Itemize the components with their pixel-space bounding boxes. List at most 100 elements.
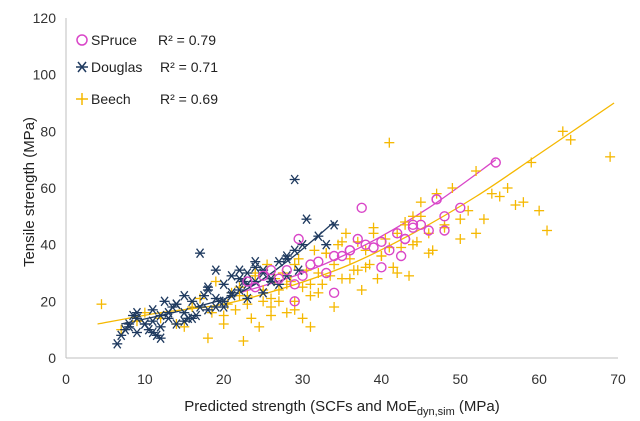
douglas-point xyxy=(218,296,229,307)
beech-point xyxy=(392,268,403,278)
douglas-point xyxy=(234,265,245,276)
spruce-point xyxy=(281,264,292,276)
douglas-point xyxy=(195,302,206,312)
beech-point xyxy=(557,126,568,137)
trendlines xyxy=(97,102,615,325)
douglas-point xyxy=(187,313,198,324)
beech-point xyxy=(242,299,253,310)
beech-point xyxy=(407,239,418,250)
douglas-point xyxy=(171,299,182,310)
douglas-point xyxy=(242,293,253,304)
douglas-point xyxy=(139,319,150,329)
beech-point xyxy=(542,225,553,236)
douglas-point xyxy=(131,307,142,318)
spruce-point xyxy=(395,250,407,262)
spruce-point xyxy=(384,245,395,256)
spruce-point xyxy=(289,279,300,290)
beech-point xyxy=(210,276,221,287)
douglas-point xyxy=(301,214,312,225)
beech-point xyxy=(384,137,395,148)
beech-point xyxy=(281,307,292,318)
y-tick-label: 120 xyxy=(33,10,57,26)
y-axis-title: Tensile strength (MPa) xyxy=(21,117,38,267)
douglas-point xyxy=(226,287,237,298)
spruce-point xyxy=(289,296,300,307)
spruce-point xyxy=(368,242,379,253)
douglas-point xyxy=(242,268,253,278)
beech-point xyxy=(471,228,482,239)
beech-point xyxy=(510,200,521,210)
douglas-point xyxy=(250,256,261,267)
y-tick-label: 60 xyxy=(40,180,56,196)
beech-point xyxy=(305,290,316,301)
spruce-point xyxy=(250,281,261,293)
spruce-point xyxy=(439,225,450,236)
douglas-point xyxy=(202,304,213,315)
x-axis-title: Predicted strength (SCFs and MoEdyn,sim … xyxy=(184,398,500,418)
beech-point xyxy=(372,273,383,284)
x-axis-title-unit: (MPa) xyxy=(455,398,500,415)
douglas-point xyxy=(289,245,300,256)
beech-point xyxy=(289,296,300,307)
x-axis-title-sub: dyn,sim xyxy=(417,406,455,418)
beech-point xyxy=(340,228,351,239)
legend-label-spruce: SPruce xyxy=(91,32,137,48)
beech-point xyxy=(254,321,265,332)
beech-point xyxy=(534,205,545,216)
beech-point xyxy=(392,228,403,239)
douglas-point xyxy=(250,262,261,273)
douglas-point xyxy=(131,327,142,338)
douglas-point xyxy=(329,219,340,230)
spruce-point xyxy=(431,194,442,205)
spruce-point xyxy=(415,219,427,231)
beech-point xyxy=(360,245,371,256)
spruce-point xyxy=(490,157,501,168)
douglas-point xyxy=(171,319,182,329)
douglas-point xyxy=(321,239,332,250)
douglas-point xyxy=(159,296,170,307)
legend-marker-douglas xyxy=(76,61,88,73)
beech-point xyxy=(356,285,367,295)
spruce-point xyxy=(328,250,340,262)
beech-point xyxy=(565,134,576,145)
douglas-point xyxy=(266,276,277,287)
beech-point xyxy=(313,287,324,298)
beech-point xyxy=(329,302,340,312)
beech-point xyxy=(297,282,308,293)
beech-point xyxy=(238,336,249,346)
beech-point xyxy=(502,183,513,193)
series-spruce xyxy=(242,157,501,307)
legend: SPruce R² = 0.79 Douglas R² = 0.71 Beech… xyxy=(76,32,218,107)
beech-point xyxy=(337,236,347,247)
beech-point xyxy=(266,310,277,321)
beech-point xyxy=(360,262,371,273)
beech-point xyxy=(415,197,426,208)
spruce-point xyxy=(399,233,411,245)
beech-point xyxy=(179,321,190,332)
legend-r2-douglas: R² = 0.71 xyxy=(160,59,218,75)
beech-point xyxy=(447,183,458,193)
douglas-point xyxy=(202,282,213,293)
beech-point xyxy=(471,166,482,176)
x-tick-label: 10 xyxy=(137,371,153,387)
douglas-point xyxy=(179,316,190,327)
beech-point xyxy=(266,293,277,304)
douglas-point xyxy=(281,253,292,264)
beech-point xyxy=(317,279,328,290)
douglas-point xyxy=(297,239,308,250)
douglas-point xyxy=(112,338,123,349)
beech-point xyxy=(376,251,387,261)
beech-point xyxy=(455,214,466,225)
axes xyxy=(65,18,618,359)
douglas-point xyxy=(273,279,284,290)
spruce-point xyxy=(313,256,324,267)
spruce-point xyxy=(376,262,387,273)
x-tick-label: 70 xyxy=(610,371,626,387)
beech-point xyxy=(431,188,442,199)
x-tick-label: 60 xyxy=(531,371,547,387)
spruce-point xyxy=(356,202,367,214)
beech-point xyxy=(494,191,505,202)
douglas-point xyxy=(124,321,135,332)
y-tick-label: 40 xyxy=(40,237,56,253)
y-tick-label: 20 xyxy=(40,293,56,309)
